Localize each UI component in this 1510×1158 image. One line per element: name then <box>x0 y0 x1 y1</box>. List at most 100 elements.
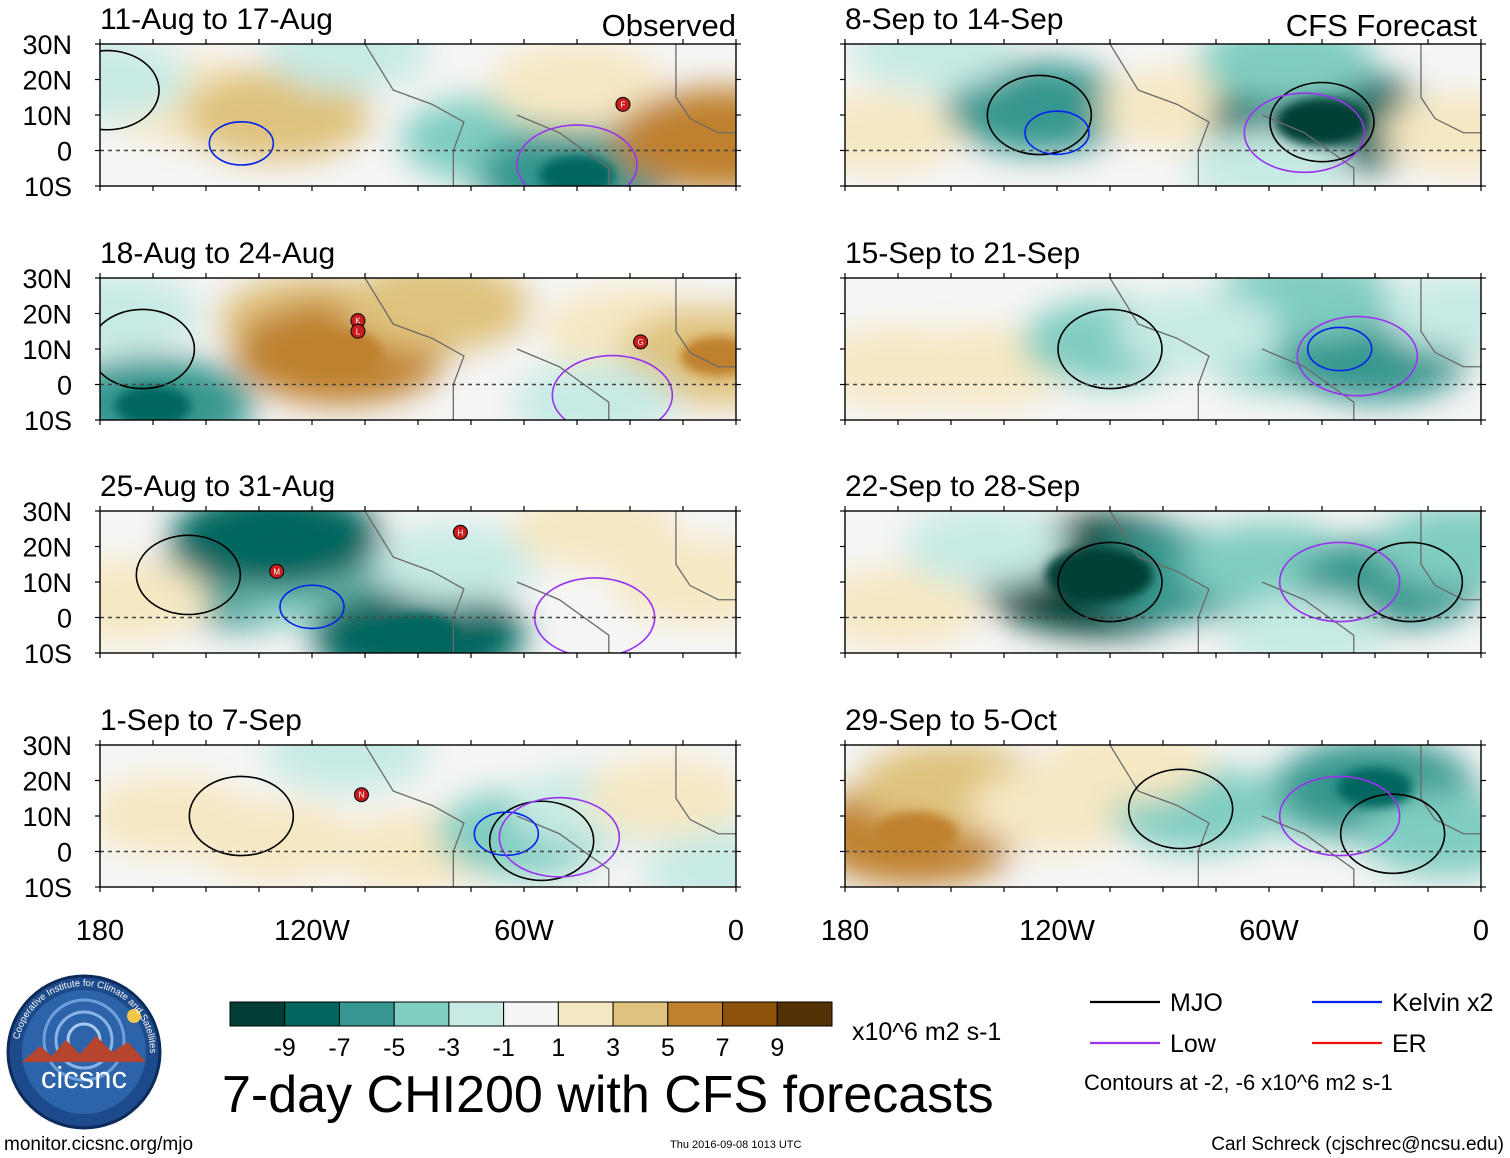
anomaly-area <box>1375 511 1481 590</box>
contour-kelvin <box>208 120 275 166</box>
lon-tick-label: 0 <box>1473 915 1489 947</box>
legend-er: ER <box>1392 1030 1427 1058</box>
contour-mjo <box>1057 308 1163 390</box>
author-credit: Carl Schreck (cjschrec@ncsu.edu) <box>1211 1134 1504 1155</box>
coastline <box>1109 745 1210 887</box>
anomaly-area <box>1045 745 1210 803</box>
logo-name: cicsnc <box>41 1060 127 1095</box>
storm-id: F <box>620 100 625 109</box>
contour-low <box>1278 541 1401 623</box>
anomaly-core <box>298 330 383 375</box>
coastline <box>1109 44 1210 186</box>
coastline <box>1420 511 1481 601</box>
coastline <box>364 745 465 887</box>
colorbar-swatch <box>667 1001 724 1027</box>
coastline <box>675 511 736 601</box>
colorbar-swatch <box>776 1001 833 1027</box>
contour-low <box>551 354 674 420</box>
panel-period-title: 18-Aug to 24-Aug <box>100 237 335 270</box>
anomaly-area <box>100 44 190 120</box>
contour-mjo <box>1269 81 1375 163</box>
lat-tick-label: 20N <box>22 767 72 797</box>
lon-tick-label: 120W <box>274 915 350 947</box>
anomaly-core <box>539 155 615 186</box>
anomaly-area <box>265 44 430 92</box>
lat-tick-label: 0 <box>57 838 72 868</box>
lon-tick-label: 120W <box>1019 915 1095 947</box>
colorbar-tick-label: -9 <box>274 1034 296 1062</box>
map-panel: 22-Sep to 28-Sep <box>840 470 1486 658</box>
storm-marker: G <box>633 334 649 350</box>
anomaly-core <box>115 385 191 420</box>
contour-low <box>498 796 621 878</box>
panel-period-title: 29-Sep to 5-Oct <box>845 704 1057 737</box>
contour-low <box>1243 92 1366 174</box>
anomaly-area <box>612 87 736 186</box>
anomaly-area <box>371 524 536 605</box>
map-panel: KL G 30N 20N 10N 0 10S 18-Aug to 24-Aug <box>22 237 741 436</box>
panel-period-title: 25-Aug to 31-Aug <box>100 470 335 503</box>
contour-mjo <box>488 800 595 882</box>
anomaly-area <box>1198 44 1375 105</box>
storm-id: M <box>273 567 280 576</box>
coastline <box>364 278 465 420</box>
lat-tick-label: 10N <box>22 802 72 832</box>
colorbar-units: x10^6 m2 s-1 <box>852 1018 1001 1046</box>
panel-period-title: 11-Aug to 17-Aug <box>100 3 333 36</box>
panel-period-title: 15-Sep to 21-Sep <box>845 237 1080 270</box>
contour-mjo <box>1057 541 1163 623</box>
panel-period-title: 1-Sep to 7-Sep <box>100 704 302 737</box>
colorbar-swatch <box>448 1001 505 1027</box>
figure-title: 7-day CHI200 with CFS forecasts <box>222 1066 994 1124</box>
anomaly-core <box>376 613 460 653</box>
lon-tick-label: 60W <box>1239 915 1299 947</box>
coastline <box>516 581 610 653</box>
colorbar-tick-label: -3 <box>438 1034 460 1062</box>
lat-tick-label: 0 <box>57 604 72 634</box>
storm-marker: L <box>350 323 366 339</box>
lat-tick-label: 10S <box>24 873 72 903</box>
storm-id: N <box>359 791 365 800</box>
lat-tick-label: 10S <box>24 639 72 669</box>
lat-tick-label: 10S <box>24 406 72 436</box>
anomaly-core <box>680 336 736 377</box>
coastline <box>516 114 610 186</box>
contour-mjo <box>100 308 196 390</box>
colorbar-tick-label: 5 <box>661 1034 675 1062</box>
lat-tick-label: 30N <box>22 30 72 60</box>
anomaly-area <box>1381 278 1481 354</box>
colorbar-tick-label: 9 <box>770 1034 784 1062</box>
anomaly-area <box>100 278 200 354</box>
forecast-label: CFS Forecast <box>1286 8 1478 43</box>
anomaly-area <box>182 69 371 161</box>
contour-low <box>516 124 638 186</box>
coastline <box>675 278 736 368</box>
contour-mjo <box>135 534 242 616</box>
anomaly-area <box>512 362 677 420</box>
coastline <box>1109 511 1210 653</box>
storm-marker: F <box>615 96 631 112</box>
lat-tick-label: 10N <box>22 335 72 365</box>
coastline <box>516 348 610 420</box>
lat-tick-label: 10S <box>24 172 72 202</box>
colorbar-swatch <box>612 1001 669 1027</box>
anomaly-core <box>873 811 958 856</box>
coastline <box>1420 745 1481 835</box>
anomaly-area <box>341 278 530 353</box>
map-panel: F 30N 20N 10N 0 10S 11-Aug to 17-Aug Observed <box>22 3 741 202</box>
anomaly-core <box>1337 767 1413 808</box>
storm-id: K <box>355 317 361 326</box>
anomaly-area <box>1381 92 1481 173</box>
lat-tick-label: 30N <box>22 497 72 527</box>
coastline <box>1109 278 1210 420</box>
colorbar-tick-label: 3 <box>606 1034 620 1062</box>
anomaly-area <box>643 829 736 887</box>
contour-kelvin <box>1306 326 1373 372</box>
colorbar-tick-label: -1 <box>493 1034 515 1062</box>
contour-mjo <box>1127 768 1234 850</box>
colorbar-tick-label: -7 <box>328 1034 350 1062</box>
coastline <box>1261 348 1355 420</box>
colorbar-swatch <box>557 1001 614 1027</box>
lon-tick-label: 180 <box>821 915 869 947</box>
colorbar-tick-label: 7 <box>716 1034 730 1062</box>
